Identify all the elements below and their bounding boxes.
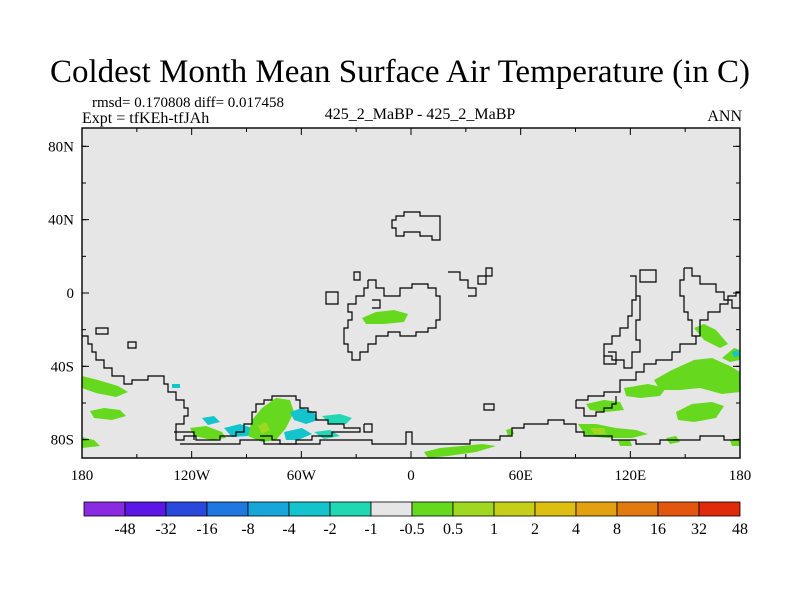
colorbar-swatch: [206, 501, 249, 517]
map-background: [82, 128, 740, 458]
colorbar-swatch: [616, 501, 659, 517]
anomaly-patch: [676, 402, 724, 422]
colorbar-label: -48: [114, 521, 135, 538]
anomaly-patch: [362, 310, 408, 324]
x-tick-label: 120W: [173, 468, 211, 484]
colorbar-swatch: [165, 501, 208, 517]
colorbar-label: 4: [572, 521, 580, 538]
y-tick-label: 80N: [48, 139, 74, 155]
colorbar-swatch: [411, 501, 454, 517]
season-label: ANN: [707, 108, 742, 125]
colorbar-swatch: [288, 501, 331, 517]
colorbar-swatch: [329, 501, 372, 517]
anomaly-patch: [248, 398, 294, 442]
colorbar-label: -2: [323, 521, 336, 538]
rmsd-diff-label: rmsd= 0.170808 diff= 0.017458: [92, 95, 285, 111]
anomaly-patch: [618, 440, 632, 446]
x-tick-label: 180: [729, 468, 752, 484]
colorbar-label: -8: [241, 521, 254, 538]
anomaly-patch: [732, 350, 740, 357]
colorbar-label: 8: [613, 521, 621, 538]
anomaly-patch: [424, 444, 496, 458]
anomaly-patch: [284, 428, 312, 440]
colorbar-label: 1: [490, 521, 498, 538]
x-tick-label: 180: [71, 468, 94, 484]
colorbar-labels: -48 -32 -16 -8 -4 -2 -1 -0.5 0.5 1 2 4 8 16 32 48: [114, 521, 748, 538]
colorbar-label: -4: [282, 521, 295, 538]
anomaly-patch: [202, 416, 220, 425]
y-tick-label: 40N: [48, 213, 74, 229]
colorbar-swatch: [534, 501, 577, 517]
colorbar-swatch: [657, 501, 700, 517]
anomaly-patch: [590, 428, 606, 434]
land-outlines: [82, 211, 740, 445]
experiment-id-label: Expt = tfKEh-tfJAh: [82, 110, 210, 127]
anomaly-patch: [224, 424, 252, 437]
x-tick-label: 60E: [509, 468, 533, 484]
anomaly-patch: [190, 426, 226, 440]
colorbar-label: 48: [732, 521, 748, 538]
colorbar-swatch: [247, 501, 290, 517]
colorbar-label: 0.5: [443, 521, 463, 538]
colorbar-label: 16: [650, 521, 666, 538]
colorbar-swatch: [575, 501, 618, 517]
colorbar-swatch: [124, 501, 167, 517]
y-tick-label: 40S: [51, 359, 74, 375]
colorbar-swatch: [83, 501, 126, 517]
colorbar-swatch: [452, 501, 495, 517]
colorbar-label: -1: [364, 521, 377, 538]
anomaly-patch: [694, 324, 728, 348]
colorbar-swatch: [370, 501, 413, 517]
colorbar-label: -16: [196, 521, 217, 538]
anomaly-patch: [90, 408, 126, 420]
anomaly-patch: [654, 358, 740, 394]
colorbar-swatch: [493, 501, 536, 517]
axis-ticks: [81, 128, 741, 458]
anomaly-patch: [258, 422, 270, 434]
map-title: Coldest Month Mean Surface Air Temperatu…: [50, 54, 750, 90]
colorbar-swatch: [698, 501, 741, 517]
anomaly-patch: [82, 376, 128, 397]
anomaly-patch: [578, 424, 648, 438]
colorbar-label: -0.5: [399, 521, 424, 538]
x-tick-label: 60W: [287, 468, 317, 484]
experiment-names-label: 425_2_MaBP - 425_2_MaBP: [324, 106, 516, 123]
x-tick-label: 120E: [614, 468, 646, 484]
anomaly-patch: [172, 384, 180, 388]
y-axis-labels: 80N 40N 0 40S 80S: [48, 139, 74, 448]
y-tick-label: 80S: [51, 433, 74, 449]
anomaly-patches: [82, 310, 740, 458]
y-tick-label: 0: [67, 286, 75, 302]
colorbar: [83, 501, 741, 517]
colorbar-label: 2: [531, 521, 539, 538]
colorbar-label: 32: [691, 521, 707, 538]
x-tick-label: 0: [407, 468, 415, 484]
anomaly-patch: [322, 414, 352, 424]
x-axis-labels: 180 120W 60W 0 60E 120E 180: [71, 468, 752, 484]
colorbar-label: -32: [155, 521, 176, 538]
anomaly-patch: [586, 400, 624, 412]
anomaly-patch: [624, 384, 666, 398]
